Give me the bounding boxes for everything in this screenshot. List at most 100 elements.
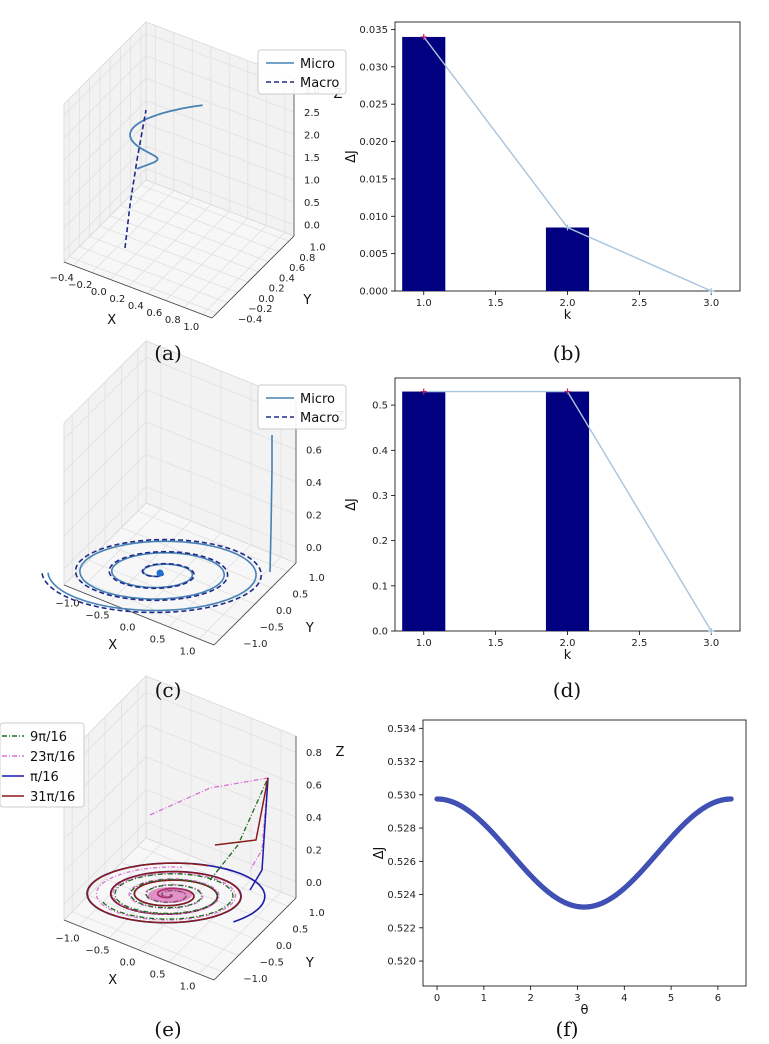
panel-e-3d-plot: −1.0−0.50.00.51.0−1.0−0.50.00.51.00.00.2… [0, 675, 345, 992]
x-axis-line [63, 584, 215, 646]
macro-trajectory [124, 109, 147, 249]
dense-core [148, 887, 192, 903]
grid-line [104, 382, 256, 605]
x-tick-label: −0.4 [50, 273, 74, 284]
data-point-marker [708, 628, 715, 634]
z-tick-label: 0.8 [306, 748, 322, 759]
x-tick-label: 2.5 [631, 638, 647, 649]
grid-line [63, 32, 295, 116]
legend-label-macro: Macro [300, 411, 339, 426]
y-tick-label: 0.015 [359, 174, 388, 185]
x-tick-label: −0.5 [85, 610, 109, 621]
y-tick-label: 0.8 [299, 253, 315, 264]
legend-label: 9π/16 [30, 730, 67, 745]
z-tick-label: 0.4 [306, 478, 322, 489]
legend-box [0, 722, 85, 808]
grid-line [63, 100, 295, 184]
grid-line [108, 359, 192, 604]
grid-line [63, 691, 297, 775]
curve-9pi-16-rise [209, 777, 269, 881]
x-tick-label: 0.5 [150, 634, 166, 645]
grid-line [71, 414, 223, 638]
x-tick-label: 0.6 [146, 308, 162, 319]
grid-line [165, 60, 249, 301]
grid-line [63, 756, 297, 840]
grid-line [63, 421, 297, 505]
x-tick-label: 3.0 [703, 298, 719, 309]
y-axis-line [211, 235, 295, 319]
x-tick-label: 0.0 [120, 622, 136, 633]
grid-line [99, 68, 249, 283]
grid-line [184, 67, 267, 308]
x-tick-label: 0 [434, 993, 440, 1004]
x-tick-label: −0.5 [85, 945, 109, 956]
grid-line [168, 383, 252, 628]
grid-line [78, 682, 162, 927]
x-tick-label: 0.5 [150, 969, 166, 980]
y-tick-label: 0.035 [359, 25, 388, 36]
x-axis-label: X [107, 313, 116, 328]
y-tick-label: 0.526 [387, 857, 416, 868]
spiral-center [156, 569, 164, 577]
z-tick-label: 1.0 [304, 176, 320, 187]
x-tick-label: 2.5 [631, 298, 647, 309]
bar [402, 391, 446, 631]
grid-line [202, 74, 286, 315]
z-tick-label: 0.0 [306, 543, 322, 554]
y-tick-label: 0.5 [292, 925, 308, 936]
panel-b-bar-chart: 0.000 0.005 0.010 0.015 0.020 0.025 0.030 0.035… [344, 21, 741, 323]
z-axis-label: Z [336, 745, 345, 760]
y-tick-label: 0.528 [387, 824, 416, 835]
y-tick-label: 0.2 [269, 284, 285, 295]
y-tick-label: 0.524 [387, 890, 416, 901]
z-tick-label: 0.0 [304, 221, 320, 232]
y-tick-label: 0.5 [372, 401, 388, 412]
grid-line [168, 718, 252, 963]
z-tick-label: 0.2 [306, 845, 322, 856]
grid-line [63, 486, 297, 570]
x-tick-label: 1.0 [180, 646, 196, 657]
grid-line [63, 168, 295, 251]
y-tick-label: 1.0 [309, 573, 325, 584]
grid-line [128, 46, 212, 287]
legend-label: π/16 [30, 770, 59, 785]
micro-trajectory [47, 540, 257, 612]
grid-line [109, 57, 259, 273]
y-tick-label: −0.4 [238, 314, 262, 325]
legend-box [257, 49, 347, 95]
y-tick-label: 0.522 [387, 923, 416, 934]
data-point-marker [420, 388, 427, 395]
y-tick-label: 0.3 [372, 491, 388, 502]
z-tick-label: 2.5 [304, 108, 320, 119]
legend-label-micro: Micro [300, 392, 335, 407]
y-tick-label: 0.0 [276, 606, 292, 617]
data-point-marker [564, 224, 571, 231]
x-tick-label: 2 [527, 993, 533, 1004]
y-tick-label: 1.0 [310, 243, 326, 254]
grid-line [73, 25, 156, 266]
x-tick-label: 0.0 [120, 957, 136, 968]
caption-d: (d) [553, 678, 581, 702]
y-tick-label: −0.5 [260, 622, 284, 633]
x-tick-label: 4 [621, 993, 627, 1004]
grid-line [110, 39, 193, 280]
y-axis-label: ΔJ [372, 847, 387, 860]
x-tick-label: 1.5 [488, 638, 504, 649]
grid-line [88, 398, 239, 621]
grid-line [63, 123, 295, 206]
y-tick-label: 0.2 [372, 536, 388, 547]
plot-frame [422, 719, 747, 987]
grid-line [198, 730, 282, 975]
x-axis-label: X [108, 973, 117, 988]
grid-line [63, 55, 295, 139]
y-tick-label: 0.020 [359, 137, 388, 148]
grid-line [137, 684, 288, 907]
grid-line [140, 27, 290, 242]
legend-box [257, 384, 347, 430]
data-point-marker [420, 33, 427, 40]
grid-line [120, 47, 269, 262]
x-tick-label: 5 [668, 993, 674, 1004]
y-tick-label: 0.030 [359, 62, 388, 73]
panel-f-scatter-chart: 0.520 0.522 0.524 0.526 0.528 0.530 0.532 0.534… [372, 719, 747, 1018]
z-tick-label: 2.0 [304, 130, 320, 141]
